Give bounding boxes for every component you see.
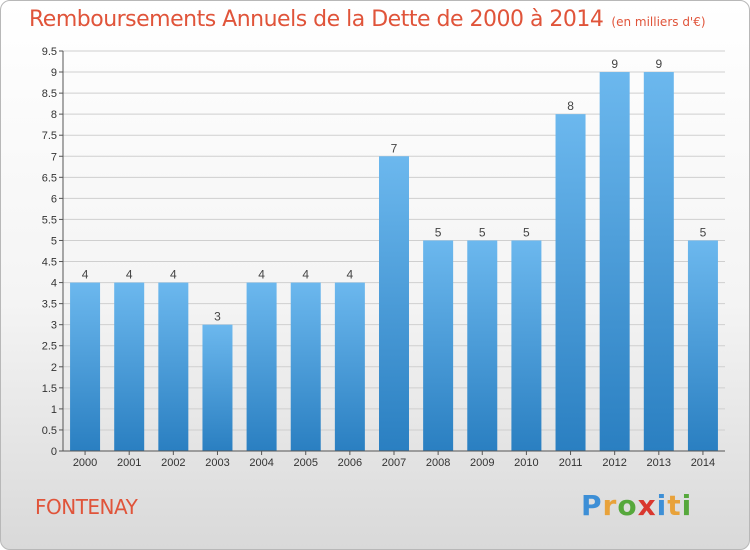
data-label: 5: [523, 225, 530, 239]
y-tick-label: 6: [51, 193, 57, 205]
bar: [467, 240, 498, 451]
y-tick-label: 8: [51, 109, 57, 121]
y-tick-label: 6.5: [42, 172, 57, 184]
x-tick-label: 2006: [338, 457, 362, 469]
y-tick-label: 0: [51, 446, 57, 458]
logo-letter: r: [602, 489, 618, 522]
y-tick-label: 2: [51, 362, 57, 374]
data-label: 9: [611, 57, 618, 71]
logo-letter: i: [656, 489, 668, 522]
bar: [511, 240, 542, 451]
bar: [334, 282, 365, 451]
y-tick-label: 8.5: [42, 88, 57, 100]
bar: [114, 282, 145, 451]
data-label: 4: [258, 268, 265, 282]
x-tick-label: 2007: [382, 457, 406, 469]
bar: [643, 72, 674, 451]
data-label: 9: [655, 57, 662, 71]
x-tick-label: 2012: [602, 457, 626, 469]
x-tick-label: 2002: [161, 457, 185, 469]
x-tick-label: 2013: [647, 457, 671, 469]
data-label: 5: [435, 225, 442, 239]
chart-subtitle: (en milliers d'€): [611, 15, 706, 29]
y-tick-label: 3: [51, 320, 57, 332]
proxiti-logo[interactable]: Proxiti: [581, 489, 692, 522]
bar-chart: 0 0.5 1 1.5 2 2.5 3 3.5 4 4.5 5 5.5 6 6.5 7 7.5 8 8.5 9 9.5…: [42, 46, 725, 469]
x-tick-label: 2011: [559, 457, 583, 469]
y-tick-label: 4.5: [42, 257, 57, 269]
y-tick-label: 7: [51, 151, 57, 163]
data-label: 3: [214, 310, 221, 324]
x-tick-label: 2004: [249, 457, 273, 469]
x-tick-label: 2009: [470, 457, 494, 469]
logo-letter: i: [681, 489, 693, 522]
y-tick-label: 1: [51, 404, 57, 416]
bar: [202, 324, 233, 451]
y-tick-label: 1.5: [42, 383, 57, 395]
data-label: 4: [302, 268, 309, 282]
data-label: 4: [347, 268, 354, 282]
y-tick-label: 9.5: [42, 46, 57, 58]
logo-letter: x: [637, 489, 657, 522]
y-tick-label: 4: [51, 278, 57, 290]
commune-name: FONTENAY: [35, 495, 138, 519]
data-label: 5: [700, 225, 707, 239]
logo-letter: P: [581, 489, 603, 522]
x-tick-label: 2000: [73, 457, 97, 469]
bar: [246, 282, 277, 451]
bar: [687, 240, 718, 451]
logo-letter: t: [667, 489, 682, 522]
bar: [70, 282, 101, 451]
bar: [599, 72, 630, 451]
x-tick-label: 2003: [205, 457, 229, 469]
chart-title: Remboursements Annuels de la Dette de 20…: [29, 7, 604, 32]
bar: [379, 156, 409, 451]
y-tick-label: 3.5: [42, 299, 57, 311]
bar: [423, 240, 454, 451]
data-label: 4: [126, 268, 133, 282]
title-row: Remboursements Annuels de la Dette de 20…: [29, 7, 706, 32]
data-label: 4: [82, 268, 89, 282]
x-tick-label: 2008: [426, 457, 450, 469]
x-tick-label: 2005: [293, 457, 317, 469]
y-tick-label: 5.5: [42, 214, 57, 226]
data-label: 7: [391, 141, 398, 155]
bar: [555, 114, 586, 451]
x-tick-label: 2010: [514, 457, 538, 469]
data-label: 4: [170, 268, 177, 282]
bar: [158, 282, 189, 451]
data-label: 5: [479, 225, 486, 239]
x-tick-label: 2001: [117, 457, 141, 469]
y-tick-label: 5: [51, 235, 57, 247]
y-tick-label: 0.5: [42, 425, 57, 437]
y-tick-label: 9: [51, 67, 57, 79]
data-label: 8: [567, 99, 574, 113]
y-tick-label: 2.5: [42, 341, 57, 353]
y-tick-label: 7.5: [42, 130, 57, 142]
logo-letter: o: [617, 489, 638, 522]
x-tick-label: 2014: [691, 457, 715, 469]
bar: [290, 282, 321, 451]
